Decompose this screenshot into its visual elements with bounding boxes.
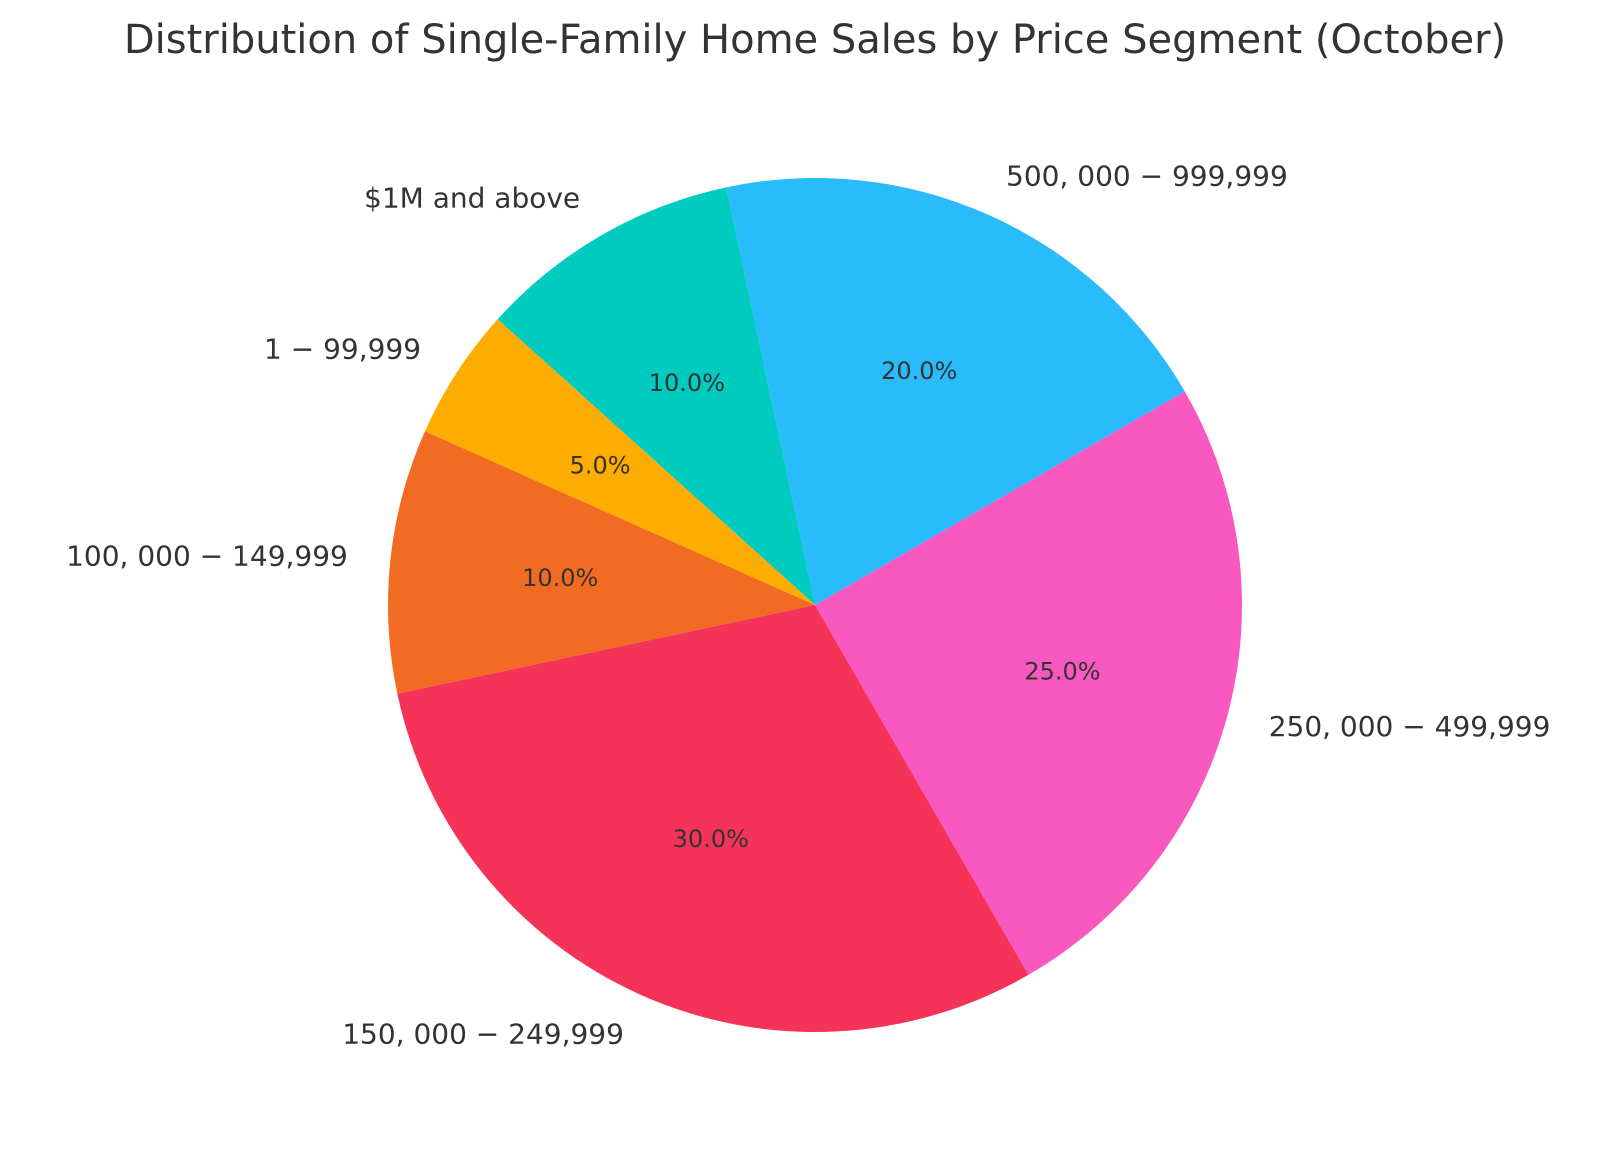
percent-label: 10.0%: [649, 369, 725, 397]
pie-slice-150-000-249-999: [397, 605, 1029, 1032]
percent-label: 5.0%: [570, 451, 631, 479]
percent-label: 25.0%: [1024, 657, 1100, 685]
category-labels: 500, 000 − 999,999 $1M and above 1 − 99,99…: [66, 159, 1550, 1050]
category-label: 100, 000 − 149,999: [66, 539, 348, 572]
percent-label: 10.0%: [522, 564, 598, 592]
pie-slice-500-000-999-999: [726, 177, 1185, 606]
percent-label: 30.0%: [673, 825, 749, 853]
percent-label: 20.0%: [881, 357, 957, 385]
pie-slice-250-000-499-999: [815, 391, 1242, 975]
category-label: 1 − 99,999: [264, 333, 421, 366]
chart-title: Distribution of Single-Family Home Sales…: [124, 17, 1506, 63]
category-label: 150, 000 − 249,999: [342, 1018, 624, 1051]
category-label: 250, 000 − 499,999: [1269, 710, 1551, 743]
pie-slice-1-99-999: [424, 319, 815, 605]
percent-labels: 20.0% 10.0% 5.0% 10.0% 30.0% 25.0%: [522, 357, 1101, 853]
category-label: $1M and above: [364, 182, 580, 215]
category-label: 500, 000 − 999,999: [1006, 159, 1288, 192]
pie-slice-1m-and-above: [497, 187, 815, 605]
pie-slice-100-000-149-999: [387, 431, 815, 694]
pie-slices: [387, 177, 1242, 1032]
